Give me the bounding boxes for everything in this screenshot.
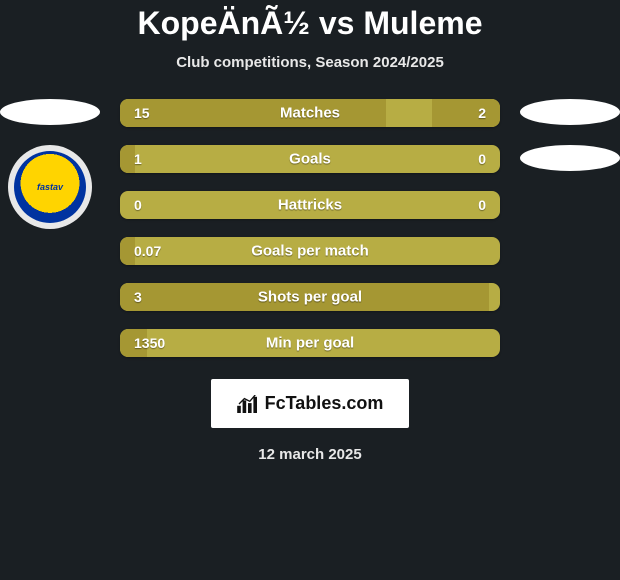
club-badge-left: fastav bbox=[8, 145, 92, 229]
stat-value-right: 0 bbox=[478, 151, 486, 167]
stat-bar: 3 Shots per goal bbox=[120, 283, 500, 311]
stat-bar: 1 Goals 0 bbox=[120, 145, 500, 173]
stats-area: fastav 15 Matches 2 1 Goals 0 0 Hattricks 0 0.07 G… bbox=[0, 99, 620, 357]
stat-label: Goals bbox=[289, 151, 331, 168]
stat-label: Shots per goal bbox=[258, 289, 362, 306]
date-text: 12 march 2025 bbox=[258, 446, 361, 463]
stat-label: Hattricks bbox=[278, 197, 342, 214]
infographic-container: KopeÄnÃ½ vs Muleme Club competitions, Se… bbox=[0, 0, 620, 580]
stat-value-left: 1350 bbox=[134, 335, 165, 351]
stat-bar-fill-left bbox=[120, 237, 135, 265]
right-player-column bbox=[520, 99, 620, 171]
bar-chart-icon bbox=[237, 395, 259, 413]
stat-value-left: 1 bbox=[134, 151, 142, 167]
club-badge-right-placeholder bbox=[520, 145, 620, 171]
stat-bar: 0.07 Goals per match bbox=[120, 237, 500, 265]
stat-bar-fill-left bbox=[120, 145, 135, 173]
stat-label: Min per goal bbox=[266, 335, 354, 352]
stat-label: Matches bbox=[280, 105, 340, 122]
subtitle: Club competitions, Season 2024/2025 bbox=[176, 54, 444, 71]
stat-value-right: 2 bbox=[478, 105, 486, 121]
watermark-text: FcTables.com bbox=[265, 393, 384, 414]
stat-bar: 15 Matches 2 bbox=[120, 99, 500, 127]
stat-value-left: 15 bbox=[134, 105, 150, 121]
stat-value-left: 0.07 bbox=[134, 243, 161, 259]
player-left-avatar-placeholder bbox=[0, 99, 100, 125]
player-right-avatar-placeholder bbox=[520, 99, 620, 125]
watermark-box: FcTables.com bbox=[211, 379, 410, 428]
stat-bar: 0 Hattricks 0 bbox=[120, 191, 500, 219]
stat-bar: 1350 Min per goal bbox=[120, 329, 500, 357]
stat-bar-fill-right bbox=[432, 99, 500, 127]
stat-value-left: 0 bbox=[134, 197, 142, 213]
stat-bar-fill-left bbox=[120, 99, 386, 127]
club-badge-text: fastav bbox=[37, 183, 63, 192]
stat-value-right: 0 bbox=[478, 197, 486, 213]
club-badge-inner: fastav bbox=[14, 151, 86, 223]
page-title: KopeÄnÃ½ vs Muleme bbox=[138, 5, 483, 42]
stat-label: Goals per match bbox=[251, 243, 369, 260]
stat-value-left: 3 bbox=[134, 289, 142, 305]
stat-bars-column: 15 Matches 2 1 Goals 0 0 Hattricks 0 0.07 Goals pe… bbox=[120, 99, 500, 357]
left-player-column: fastav bbox=[0, 99, 100, 229]
